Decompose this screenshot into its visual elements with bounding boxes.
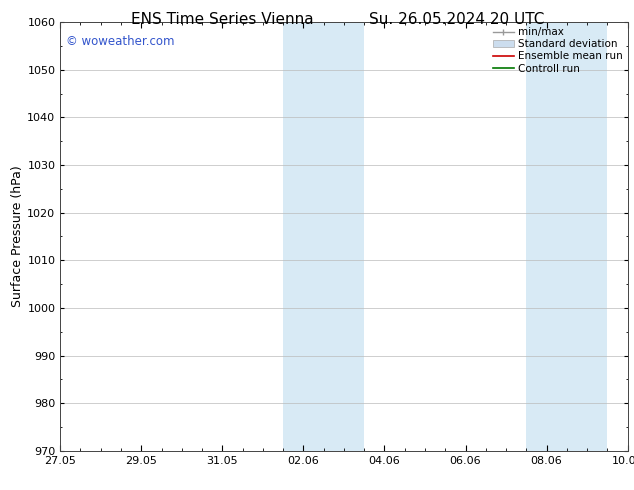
Legend: min/max, Standard deviation, Ensemble mean run, Controll run: min/max, Standard deviation, Ensemble me… [491, 25, 624, 75]
Y-axis label: Surface Pressure (hPa): Surface Pressure (hPa) [11, 166, 25, 307]
Text: © woweather.com: © woweather.com [66, 35, 174, 48]
Text: Su. 26.05.2024 20 UTC: Su. 26.05.2024 20 UTC [369, 12, 544, 27]
Bar [283, 22, 364, 451]
Bar [526, 22, 607, 451]
Text: ENS Time Series Vienna: ENS Time Series Vienna [131, 12, 313, 27]
